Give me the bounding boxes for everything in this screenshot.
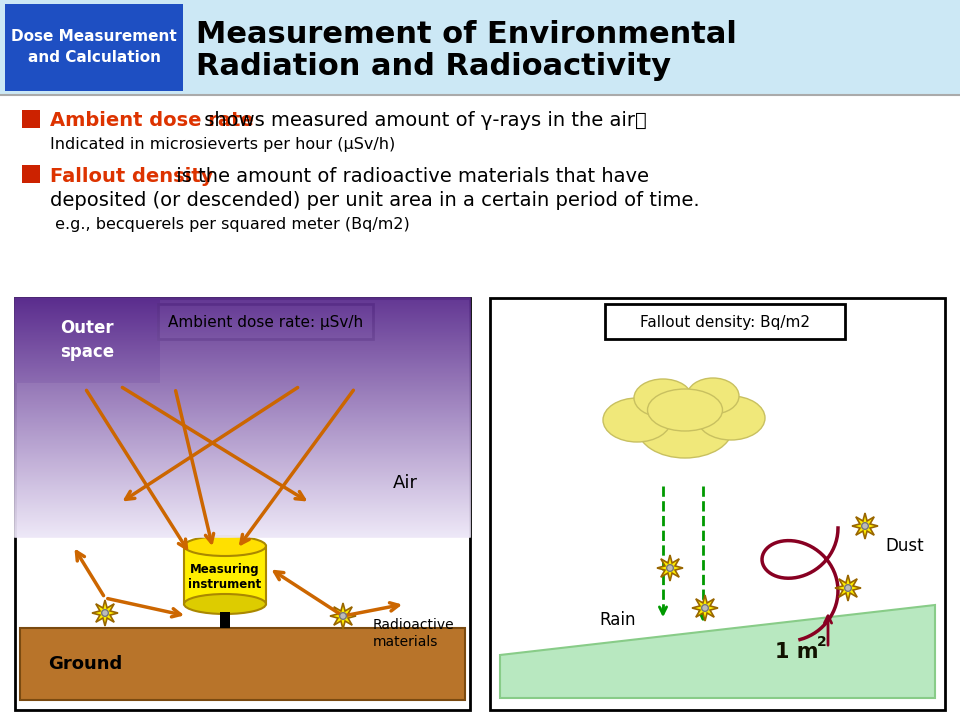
Ellipse shape [340,613,347,619]
Polygon shape [92,600,118,626]
Text: Outer
space: Outer space [60,319,114,361]
Text: Measurement of Environmental: Measurement of Environmental [196,20,737,49]
Bar [20,628,465,700]
Polygon shape [692,595,718,621]
Text: Fallout density: Fallout density [50,166,213,186]
Ellipse shape [702,605,708,611]
Text: 1 m: 1 m [775,642,819,662]
Bar [22,165,40,183]
Text: Dust: Dust [886,537,924,555]
Bar [490,298,945,710]
Text: Radioactive
materials: Radioactive materials [373,618,455,649]
Ellipse shape [687,378,739,414]
Bar [158,304,373,339]
Text: shows measured amount of γ-rays in the air。: shows measured amount of γ-rays in the a… [198,112,647,130]
Text: Rain: Rain [600,611,636,629]
Polygon shape [657,555,683,581]
Polygon shape [500,605,935,698]
Text: e.g., becquerels per squared meter (Bq/m2): e.g., becquerels per squared meter (Bq/m… [50,217,410,232]
Ellipse shape [666,564,673,572]
Text: Ambient dose rate: μSv/h: Ambient dose rate: μSv/h [168,315,364,330]
Ellipse shape [637,398,732,458]
Polygon shape [330,603,356,629]
Text: Ground: Ground [48,655,122,673]
Text: Ambient dose rate: Ambient dose rate [50,112,253,130]
Bar [220,612,230,628]
Bar [15,298,160,383]
Ellipse shape [603,398,671,442]
Bar [605,304,845,339]
Text: is the amount of radioactive materials that have: is the amount of radioactive materials t… [170,166,649,186]
Bar [0,0,960,95]
Bar [5,4,183,91]
Text: Radiation and Radioactivity: Radiation and Radioactivity [196,52,671,81]
Text: Dose Measurement
and Calculation: Dose Measurement and Calculation [12,29,177,65]
Bar [22,110,40,128]
Ellipse shape [697,396,765,440]
Ellipse shape [862,523,869,529]
Bar [184,546,266,604]
Text: deposited (or descended) per unit area in a certain period of time.: deposited (or descended) per unit area i… [50,191,700,210]
Polygon shape [852,513,878,539]
Ellipse shape [184,536,266,556]
Text: Measuring
instrument: Measuring instrument [188,562,262,592]
Text: Air: Air [393,474,418,492]
Text: Fallout density: Bq/m2: Fallout density: Bq/m2 [640,315,810,330]
Ellipse shape [102,610,108,616]
Ellipse shape [845,585,852,591]
Text: 2: 2 [817,635,827,649]
Polygon shape [835,575,861,601]
Ellipse shape [634,379,692,417]
Text: Indicated in microsieverts per hour (μSv/h): Indicated in microsieverts per hour (μSv… [50,138,396,153]
Bar [15,298,470,710]
Ellipse shape [184,594,266,614]
Ellipse shape [647,389,723,431]
